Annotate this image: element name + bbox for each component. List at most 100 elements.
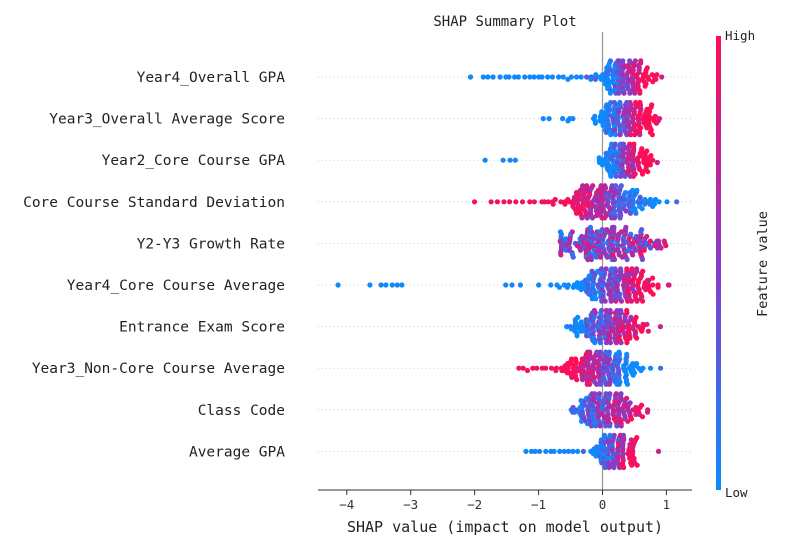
shap-point xyxy=(597,381,604,387)
shap-point xyxy=(574,448,581,454)
feature-label: Y2-Y3 Growth Rate xyxy=(137,236,285,252)
x-tick-label: −1 xyxy=(531,497,546,512)
shap-point xyxy=(597,349,603,355)
shap-point xyxy=(616,381,622,387)
shap-point xyxy=(634,266,640,272)
shap-point xyxy=(543,448,549,454)
shap-point xyxy=(617,266,624,272)
shap-point xyxy=(580,448,586,454)
shap-point xyxy=(536,448,543,454)
shap-point xyxy=(657,324,664,330)
shap-point xyxy=(599,227,605,233)
shap-point xyxy=(642,83,648,89)
feature-label: Class Code xyxy=(198,403,285,419)
shap-point xyxy=(620,141,627,147)
shap-point xyxy=(568,356,575,362)
shap-point xyxy=(501,199,507,205)
shap-point xyxy=(586,381,593,387)
shap-point xyxy=(627,335,633,341)
x-axis: −4 −3 −2 −1 0 1 xyxy=(318,489,692,512)
shap-point xyxy=(592,120,599,126)
shap-point xyxy=(602,215,608,221)
shap-point xyxy=(647,245,654,251)
shap-point xyxy=(647,365,654,371)
shap-point xyxy=(602,183,608,189)
shap-point xyxy=(531,199,537,205)
x-tick-label: −4 xyxy=(339,497,354,512)
shap-point xyxy=(628,231,634,237)
shap-point xyxy=(596,155,602,161)
shap-point xyxy=(592,391,598,397)
shap-point xyxy=(637,99,643,106)
colorbar-high-label: High xyxy=(725,28,755,43)
shap-point xyxy=(616,90,622,96)
shap-point xyxy=(389,282,395,288)
shap-point xyxy=(633,210,639,216)
shap-point xyxy=(611,464,617,471)
shap-point xyxy=(618,229,625,235)
shap-point xyxy=(548,365,555,371)
shap-point xyxy=(618,307,624,314)
shap-point xyxy=(531,74,537,80)
shap-point xyxy=(640,268,646,274)
shap-point xyxy=(624,395,630,401)
shap-point xyxy=(509,282,515,288)
shap-point xyxy=(383,282,389,288)
shap-point xyxy=(497,74,503,80)
shap-point xyxy=(630,173,637,179)
shap-point xyxy=(540,116,546,122)
shap-point xyxy=(632,247,639,253)
shap-point xyxy=(650,282,656,288)
shap-point xyxy=(580,183,586,189)
shap-point xyxy=(666,282,672,288)
shap-point xyxy=(557,448,563,454)
shap-point xyxy=(630,252,636,258)
shap-point xyxy=(573,74,580,80)
shap-point xyxy=(639,414,646,420)
shap-point xyxy=(528,448,535,454)
shap-point xyxy=(587,224,594,230)
colorbar-gradient xyxy=(716,36,721,490)
shap-point xyxy=(624,340,630,346)
shap-point xyxy=(593,72,599,78)
shap-point xyxy=(558,252,564,258)
shap-point xyxy=(655,118,661,124)
colorbar: High Low Feature value xyxy=(716,28,771,500)
feature-label: Average GPA xyxy=(189,444,285,460)
chart-title: SHAP Summary Plot xyxy=(433,14,576,30)
shap-point xyxy=(568,74,574,80)
shap-point xyxy=(516,365,522,371)
shap-point xyxy=(639,227,645,233)
shap-point xyxy=(634,335,640,341)
shap-point xyxy=(602,298,608,304)
shap-point xyxy=(627,400,633,406)
shap-point xyxy=(639,146,645,152)
shap-point xyxy=(655,448,662,454)
shap-point xyxy=(583,74,590,80)
shap-point xyxy=(621,464,627,471)
shap-point xyxy=(570,448,576,454)
shap-point xyxy=(627,90,633,96)
shap-point xyxy=(562,201,568,207)
shap-point xyxy=(520,365,526,371)
shap-point xyxy=(652,113,658,119)
feature-label: Year4_Core Course Average xyxy=(67,278,285,294)
shap-point xyxy=(485,74,491,80)
shap-point xyxy=(623,224,629,230)
shap-point xyxy=(614,423,620,429)
shap-point xyxy=(604,227,610,233)
shap-point xyxy=(522,74,528,80)
shap-point xyxy=(578,74,584,80)
shap-point xyxy=(623,208,629,214)
shap-point xyxy=(659,74,665,80)
shap-point xyxy=(606,464,612,471)
shap-point xyxy=(519,199,526,205)
shap-point xyxy=(646,76,652,82)
shap-point xyxy=(589,215,596,221)
shap-point xyxy=(517,282,524,288)
shap-point xyxy=(657,365,664,371)
shap-point xyxy=(565,282,571,288)
shap-point xyxy=(631,370,638,376)
shap-point xyxy=(622,190,629,196)
